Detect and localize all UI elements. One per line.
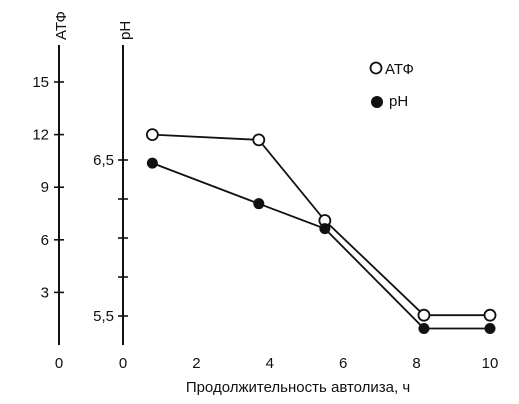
left-y-axis-label: АТФ: [53, 11, 70, 40]
left-y-tick-label: 3: [41, 284, 49, 301]
left-y-tick-label: 15: [32, 74, 49, 91]
data-point-ph: [146, 157, 158, 169]
data-point-ph: [484, 322, 496, 334]
x-axis-label: Продолжительность автолиза, ч: [186, 379, 410, 396]
legend: АТФ pH: [369, 61, 414, 110]
series-line-ph: [152, 162, 490, 330]
x-tick-label: 8: [412, 355, 420, 372]
right-y-axis-ticks: 5,5 6,5: [93, 152, 128, 325]
data-point-atf: [252, 133, 266, 147]
outer-axis-zero-label: 0: [55, 355, 63, 372]
data-point-ph: [319, 223, 331, 235]
legend-label-atf: АТФ: [385, 61, 414, 78]
legend-marker-atf: [369, 61, 383, 75]
legend-marker-ph: [371, 96, 383, 108]
left-y-tick-label: 6: [41, 232, 49, 249]
series-points: [145, 128, 497, 334]
x-axis-tick-labels: 0 0 2 4 6 8 10: [55, 355, 499, 372]
x-tick-label: 10: [482, 355, 499, 372]
right-y-axis-label: pH: [117, 21, 134, 40]
x-tick-label: 0: [119, 355, 127, 372]
left-y-tick-label: 9: [41, 179, 49, 196]
x-tick-label: 4: [266, 355, 274, 372]
data-point-atf: [417, 308, 431, 322]
right-y-tick-label: 5,5: [93, 308, 114, 325]
right-y-tick-label: 6,5: [93, 152, 114, 169]
left-y-tick-label: 12: [32, 127, 49, 144]
data-point-ph: [253, 198, 265, 210]
x-tick-label: 2: [192, 355, 200, 372]
x-tick-label: 6: [339, 355, 347, 372]
left-y-axis-ticks: 3 6 9 12 15: [32, 74, 64, 301]
legend-label-ph: pH: [389, 93, 408, 110]
data-point-atf: [483, 308, 497, 322]
data-point-ph: [418, 322, 430, 334]
data-point-atf: [145, 128, 159, 142]
